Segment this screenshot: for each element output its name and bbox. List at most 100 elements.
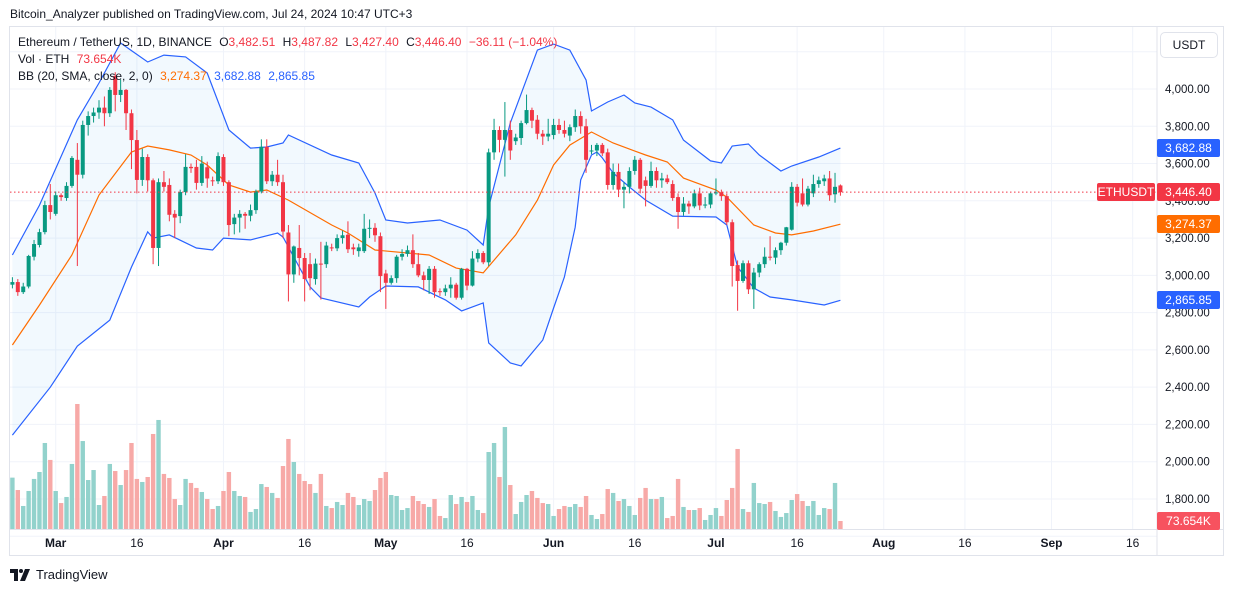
- symbol-title[interactable]: Ethereum / TetherUS, 1D, BINANCE: [18, 35, 212, 49]
- time-axis-ticks: Mar 16 Apr 16 May 16 Jun 16 Jul 16 Aug 16 Sep 16: [45, 536, 1140, 550]
- candle-body: [551, 124, 556, 136]
- candle-body: [562, 129, 567, 134]
- volume-bar: [648, 499, 654, 529]
- candle: [183, 154, 188, 196]
- volume-bar: [432, 499, 437, 529]
- volume-bar: [329, 508, 334, 529]
- candle-body: [605, 152, 610, 185]
- volume-bar: [340, 504, 345, 529]
- volume-bar: [177, 504, 183, 529]
- candle: [345, 221, 350, 253]
- candle: [838, 184, 843, 196]
- candle: [75, 143, 80, 267]
- candle-body: [465, 268, 470, 286]
- candle: [475, 249, 480, 263]
- candle-body: [32, 244, 37, 257]
- volume-bar: [367, 500, 372, 529]
- candle-body: [21, 286, 26, 293]
- candle-body: [216, 156, 221, 182]
- candle: [42, 200, 47, 235]
- tradingview-logo[interactable]: TradingView: [10, 567, 108, 582]
- candle-body: [746, 263, 751, 290]
- candle-body: [578, 116, 583, 127]
- candle: [557, 118, 562, 134]
- candle-body: [751, 272, 756, 290]
- volume-bar: [453, 504, 459, 529]
- candle-body: [91, 112, 96, 117]
- candle: [400, 249, 405, 261]
- volume-bar: [324, 505, 329, 529]
- price-tick-label: 2,400.00: [1165, 382, 1210, 394]
- logo-text: TradingView: [36, 567, 108, 582]
- candle-body: [389, 278, 394, 283]
- candle: [351, 243, 356, 255]
- candle-body: [421, 275, 426, 281]
- candle-body: [167, 184, 172, 215]
- candle: [378, 232, 383, 293]
- candle: [713, 178, 718, 196]
- volume-bar: [188, 482, 194, 529]
- candle-body: [275, 174, 280, 183]
- candle: [746, 260, 751, 294]
- candle-body: [632, 159, 637, 171]
- volume-bar: [297, 473, 302, 529]
- candle: [124, 89, 129, 130]
- candle: [259, 139, 264, 194]
- candle: [270, 170, 275, 186]
- volume-bar: [280, 466, 286, 529]
- volume-bar: [205, 499, 210, 529]
- candle: [697, 187, 702, 211]
- candle: [773, 247, 778, 265]
- candle: [578, 111, 583, 134]
- volume-bar: [161, 473, 167, 529]
- volume-bar: [426, 506, 432, 529]
- candle-body: [237, 213, 242, 218]
- volume-label[interactable]: Vol · ETH: [18, 52, 70, 66]
- candle-body: [594, 144, 599, 151]
- candle-body: [789, 186, 794, 230]
- volume-bar: [232, 490, 237, 529]
- candle-body: [535, 119, 540, 134]
- candle: [140, 148, 145, 186]
- change-value: −36.11 (−1.04%): [468, 35, 558, 49]
- bb-lower-value: 2,865.85: [268, 69, 315, 83]
- candle: [508, 120, 513, 160]
- volume-bar: [778, 516, 784, 529]
- time-tick-label: 16: [628, 536, 642, 550]
- volume-bar: [459, 496, 464, 529]
- candle: [594, 143, 599, 157]
- candle: [356, 243, 361, 257]
- symbol-tag: ETHUSDT: [1097, 183, 1155, 202]
- volume-bar: [210, 509, 215, 529]
- currency-button[interactable]: USDT: [1160, 32, 1218, 58]
- candle: [161, 170, 166, 192]
- candle-body: [524, 110, 529, 124]
- candle: [286, 225, 291, 302]
- volume-bar: [107, 463, 113, 529]
- time-tick-label: Sep: [1040, 536, 1062, 550]
- candle-body: [502, 129, 507, 140]
- bb-label[interactable]: BB (20, SMA, close, 2, 0): [18, 69, 153, 83]
- candle-body: [345, 234, 350, 250]
- candle-body: [226, 182, 231, 226]
- volume-bar: [545, 504, 551, 529]
- time-tick-label: 16: [1126, 536, 1140, 550]
- last-price-tag: 3,446.40: [1157, 183, 1220, 202]
- volume-bar: [286, 438, 291, 529]
- candle: [654, 167, 659, 188]
- candle-body: [665, 178, 670, 183]
- low-value: 3,427.40: [352, 35, 399, 49]
- candle: [795, 184, 800, 207]
- volume-bar: [816, 514, 821, 529]
- candle-body: [427, 268, 432, 281]
- candle: [768, 236, 773, 261]
- candle-body: [643, 180, 648, 186]
- candle-body: [96, 107, 101, 113]
- volume-bar: [594, 519, 600, 529]
- candle-body: [383, 273, 388, 283]
- candle: [616, 163, 621, 198]
- candle-body: [670, 184, 675, 199]
- bb-lower-line: [11, 151, 841, 436]
- candle-body: [600, 144, 605, 154]
